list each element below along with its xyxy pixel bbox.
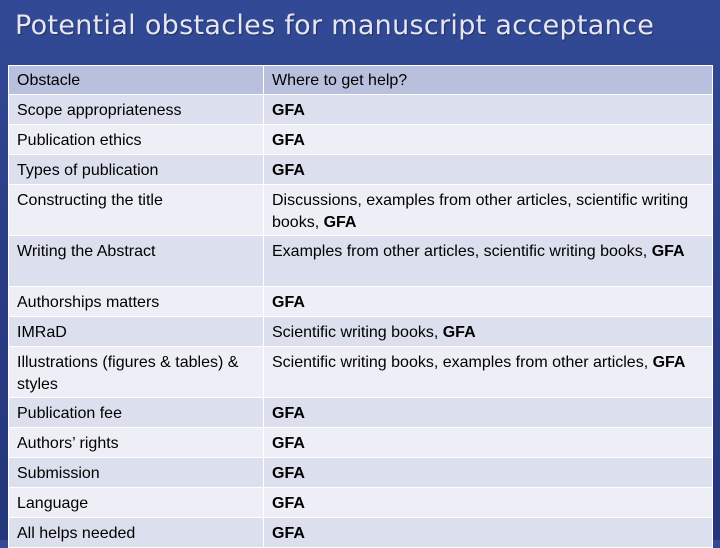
obstacle-cell: Publication fee [8, 397, 264, 428]
help-cell: GFA [263, 457, 713, 488]
obstacle-cell: Language [8, 487, 264, 518]
table-row: Authors’ rights GFA [8, 427, 713, 458]
slide-title: Potential obstacles for manuscript accep… [15, 10, 655, 41]
help-cell: GFA [263, 517, 713, 548]
help-gfa: GFA [272, 132, 305, 149]
table-row: All helps needed GFA [8, 517, 713, 548]
obstacle-cell: Constructing the title [8, 184, 264, 236]
obstacle-cell: Types of publication [8, 154, 264, 185]
obstacle-cell: All helps needed [8, 517, 264, 548]
help-cell: GFA [263, 154, 713, 185]
help-gfa: GFA [272, 525, 305, 542]
help-text: Discussions, examples from other article… [272, 192, 689, 231]
help-gfa: GFA [442, 324, 476, 341]
help-text: Scientific writing books, [272, 324, 443, 341]
table-row: Types of publication GFA [8, 154, 713, 185]
help-cell: Examples from other articles, scientific… [263, 235, 713, 287]
obstacle-cell: Publication ethics [8, 124, 264, 155]
header-obstacle: Obstacle [8, 65, 264, 95]
obstacle-cell: Submission [8, 457, 264, 488]
table-row: Constructing the title Discussions, exam… [8, 184, 713, 236]
help-text: Examples from other articles, scientific… [272, 243, 652, 260]
help-gfa: GFA [652, 354, 686, 371]
help-gfa: GFA [272, 102, 305, 119]
help-cell: GFA [263, 286, 713, 317]
help-gfa: GFA [272, 435, 305, 452]
help-text: Scientific writing books, examples from … [272, 354, 653, 371]
help-cell: GFA [263, 427, 713, 458]
help-gfa: GFA [272, 495, 305, 512]
obstacle-cell: IMRaD [8, 316, 264, 347]
header-where-to-get-help: Where to get help? [263, 65, 713, 95]
help-cell: GFA [263, 124, 713, 155]
help-cell: GFA [263, 397, 713, 428]
table-row: Writing the Abstract Examples from other… [8, 235, 713, 287]
help-gfa: GFA [272, 294, 305, 311]
obstacle-cell: Scope appropriateness [8, 94, 264, 125]
table-row: Submission GFA [8, 457, 713, 488]
help-gfa: GFA [272, 162, 305, 179]
table-row: Publication fee GFA [8, 397, 713, 428]
table-row: Authorships matters GFA [8, 286, 713, 317]
obstacle-cell: Illustrations (figures & tables) & style… [8, 346, 264, 398]
table-header-row: Obstacle Where to get help? [8, 65, 713, 95]
help-cell: Scientific writing books, examples from … [263, 346, 713, 398]
obstacle-cell: Writing the Abstract [8, 235, 264, 287]
table-row: Publication ethics GFA [8, 124, 713, 155]
obstacles-table: Obstacle Where to get help? Scope approp… [8, 65, 713, 548]
help-cell: GFA [263, 487, 713, 518]
table-row: Scope appropriateness GFA [8, 94, 713, 125]
help-gfa: GFA [323, 214, 357, 231]
help-cell: GFA [263, 94, 713, 125]
help-cell: Scientific writing books, GFA [263, 316, 713, 347]
obstacle-cell: Authors’ rights [8, 427, 264, 458]
help-cell: Discussions, examples from other article… [263, 184, 713, 236]
table-row: Language GFA [8, 487, 713, 518]
obstacle-cell: Authorships matters [8, 286, 264, 317]
table-row: Illustrations (figures & tables) & style… [8, 346, 713, 398]
help-gfa: GFA [272, 465, 305, 482]
table-row: IMRaD Scientific writing books, GFA [8, 316, 713, 347]
help-gfa: GFA [272, 405, 305, 422]
help-gfa: GFA [651, 243, 685, 260]
